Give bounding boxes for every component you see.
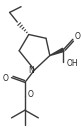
Text: N: N: [28, 66, 34, 75]
Text: O: O: [3, 74, 9, 83]
Text: OH: OH: [66, 59, 78, 68]
Text: O: O: [75, 32, 81, 41]
Polygon shape: [50, 48, 64, 56]
Text: O: O: [28, 90, 34, 99]
